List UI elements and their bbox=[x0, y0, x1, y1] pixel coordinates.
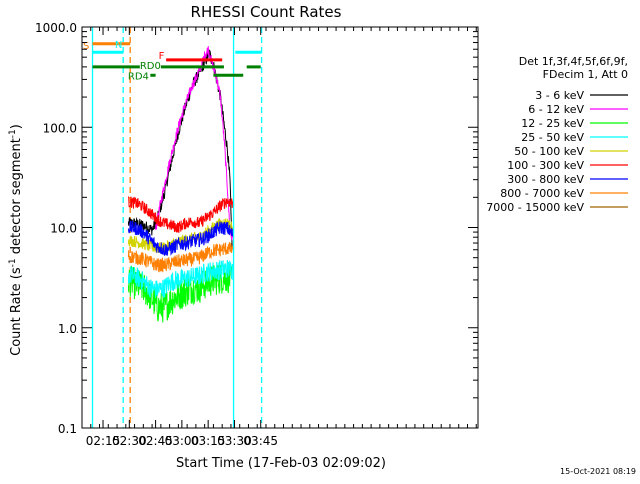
x-tick-label-2: 02:45 bbox=[138, 434, 173, 448]
x-tick-label-3: 03:00 bbox=[165, 434, 200, 448]
x-tick-label-5: 03:30 bbox=[217, 434, 252, 448]
series-line-6 bbox=[127, 220, 233, 257]
series-line-7 bbox=[127, 242, 233, 273]
legend-entry-label-3: 25 - 50 keV bbox=[521, 131, 584, 144]
flag-label-s: S bbox=[83, 41, 89, 52]
chart-title: RHESSI Count Rates bbox=[191, 3, 342, 21]
x-axis-label: Start Time (17-Feb-03 02:09:02) bbox=[176, 456, 386, 471]
legend-entry-label-5: 100 - 300 keV bbox=[507, 159, 584, 172]
y-tick-label-1: 100.0 bbox=[43, 121, 77, 135]
x-tick-label-4: 03:15 bbox=[191, 434, 226, 448]
series-line-5 bbox=[127, 196, 233, 234]
legend-entry-label-7: 800 - 7000 keV bbox=[500, 187, 584, 200]
series-line-1 bbox=[155, 46, 234, 241]
legend-entry-label-1: 6 - 12 keV bbox=[528, 103, 584, 116]
y-tick-label-0: 1000.0 bbox=[35, 21, 77, 35]
flag-label-rd0: RD0 bbox=[140, 61, 161, 72]
series-line-3 bbox=[127, 259, 233, 299]
x-tick-label-1: 02:30 bbox=[112, 434, 147, 448]
footer-timestamp: 15-Oct-2021 08:19 bbox=[560, 467, 636, 476]
flag-label-f: F bbox=[159, 51, 165, 62]
x-tick-label-6: 03:45 bbox=[243, 434, 278, 448]
legend-header-line-2: FDecim 1, Att 0 bbox=[543, 68, 628, 81]
x-tick-label-0: 02:15 bbox=[86, 434, 121, 448]
legend: Det 1f,3f,4f,5f,6f,9f, FDecim 1, Att 0 3… bbox=[486, 55, 628, 214]
legend-header-line-1: Det 1f,3f,4f,5f,6f,9f, bbox=[519, 55, 628, 68]
legend-entry-label-0: 3 - 6 keV bbox=[535, 89, 584, 102]
legend-entry-label-4: 50 - 100 keV bbox=[514, 145, 584, 158]
legend-entry-label-6: 300 - 800 keV bbox=[507, 173, 584, 186]
legend-entry-label-2: 12 - 25 keV bbox=[521, 117, 584, 130]
flag-label-n: N bbox=[115, 40, 122, 51]
legend-entry-label-8: 7000 - 15000 keV bbox=[486, 201, 584, 214]
flag-label-rd4: RD4 bbox=[128, 71, 149, 82]
y-tick-label-4: 0.1 bbox=[58, 422, 77, 436]
y-tick-label-2: 10.0 bbox=[50, 222, 77, 236]
y-axis-label: Count Rate (s-1 detector segment-1) bbox=[8, 124, 24, 356]
y-tick-label-3: 1.0 bbox=[58, 322, 77, 336]
